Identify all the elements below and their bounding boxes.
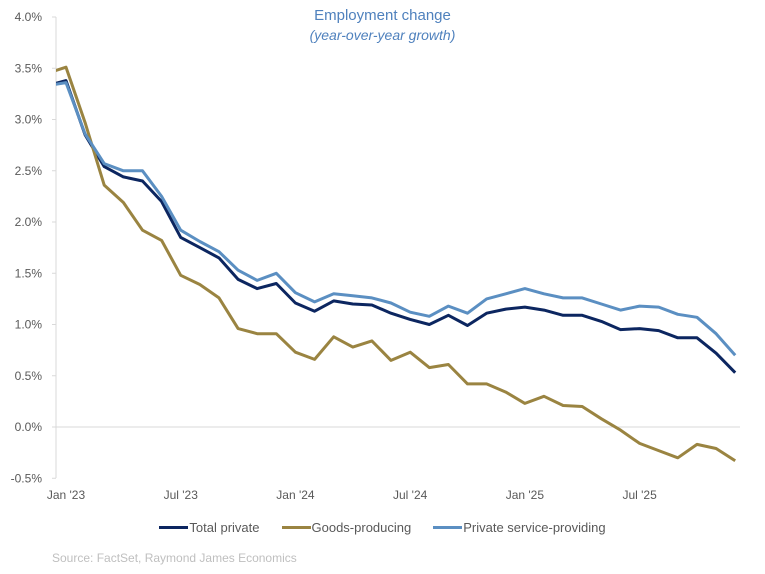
chart-subtitle: (year-over-year growth)	[309, 27, 456, 43]
chart-title: Employment change	[314, 7, 451, 24]
source-note: Source: FactSet, Raymond James Economics	[52, 551, 297, 565]
y-tick-label: 3.5%	[15, 61, 43, 75]
legend-swatch	[281, 526, 311, 529]
x-tick-label: Jan '25	[506, 488, 545, 502]
x-tick-label: Jul '23	[164, 488, 199, 502]
y-tick-label: 3.0%	[15, 113, 43, 127]
y-tick-label: 2.0%	[15, 215, 43, 229]
series-line-goods-producing	[56, 65, 737, 463]
legend-label: Total private	[189, 520, 260, 535]
legend-swatch	[159, 526, 189, 529]
y-tick-label: 0.0%	[15, 420, 43, 434]
y-tick-label: 1.0%	[15, 318, 43, 332]
x-tick-label: Jul '25	[622, 488, 657, 502]
y-tick-label: 1.5%	[15, 266, 43, 280]
series-line-private-service-providing	[56, 81, 737, 357]
legend: Total private Goods-producing Private se…	[0, 520, 765, 535]
legend-item-total-private: Total private	[159, 520, 260, 535]
x-tick-label: Jan '24	[276, 488, 315, 502]
legend-label: Goods-producing	[311, 520, 412, 535]
x-tick-label: Jan '23	[47, 488, 86, 502]
x-tick-label: Jul '24	[393, 488, 428, 502]
legend-item-private-service: Private service-providing	[433, 520, 606, 535]
y-tick-label: 0.5%	[15, 369, 43, 383]
y-tick-label: 2.5%	[15, 164, 43, 178]
y-tick-label: -0.5%	[11, 471, 43, 485]
legend-item-goods-producing: Goods-producing	[281, 520, 412, 535]
legend-label: Private service-providing	[463, 520, 606, 535]
y-tick-label: 4.0%	[15, 10, 43, 24]
series-line-total-private	[56, 79, 737, 374]
legend-swatch	[433, 526, 463, 529]
